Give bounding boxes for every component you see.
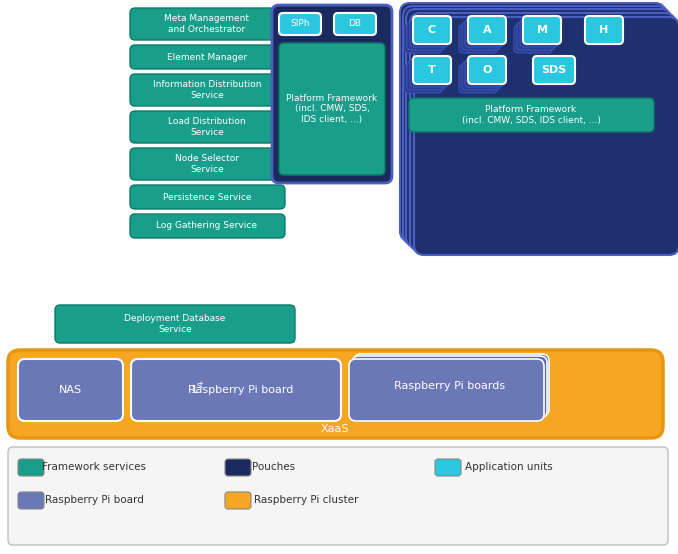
Text: Pouches: Pouches	[252, 462, 295, 472]
FancyBboxPatch shape	[130, 148, 285, 180]
Text: Raspberry Pi board: Raspberry Pi board	[45, 495, 144, 505]
FancyBboxPatch shape	[130, 45, 285, 69]
FancyBboxPatch shape	[55, 305, 295, 343]
FancyBboxPatch shape	[459, 65, 497, 93]
FancyBboxPatch shape	[130, 185, 285, 209]
Text: SIPh: SIPh	[290, 19, 310, 28]
Text: Deployment Database
Service: Deployment Database Service	[124, 314, 226, 334]
Text: Load Distribution
Service: Load Distribution Service	[168, 117, 246, 137]
FancyBboxPatch shape	[520, 19, 558, 47]
FancyBboxPatch shape	[8, 350, 663, 438]
FancyBboxPatch shape	[400, 3, 665, 241]
Text: DB: DB	[348, 19, 361, 28]
Text: Raspberry Pi cluster: Raspberry Pi cluster	[254, 495, 358, 505]
FancyBboxPatch shape	[130, 111, 285, 143]
FancyBboxPatch shape	[407, 62, 445, 90]
Text: Framework services: Framework services	[42, 462, 146, 472]
FancyBboxPatch shape	[403, 6, 668, 244]
Text: SDS: SDS	[541, 65, 567, 75]
FancyBboxPatch shape	[130, 214, 285, 238]
FancyBboxPatch shape	[459, 25, 497, 53]
FancyBboxPatch shape	[130, 8, 285, 40]
Text: H: H	[599, 25, 609, 35]
FancyBboxPatch shape	[533, 56, 575, 84]
Text: st: st	[197, 382, 203, 391]
FancyBboxPatch shape	[468, 56, 506, 84]
FancyBboxPatch shape	[406, 9, 671, 247]
Text: O: O	[482, 65, 492, 75]
Text: Platform Framework
(incl. CMW, SDS, IDS client, ...): Platform Framework (incl. CMW, SDS, IDS …	[462, 105, 601, 125]
Text: Persistence Service: Persistence Service	[163, 192, 252, 202]
FancyBboxPatch shape	[334, 13, 376, 35]
FancyBboxPatch shape	[225, 492, 251, 509]
Text: T: T	[428, 65, 436, 75]
Text: Raspberry Pi board: Raspberry Pi board	[188, 385, 294, 395]
FancyBboxPatch shape	[352, 356, 547, 418]
FancyBboxPatch shape	[410, 59, 448, 87]
Text: A: A	[483, 25, 492, 35]
Text: M: M	[536, 25, 548, 35]
FancyBboxPatch shape	[131, 359, 341, 421]
FancyBboxPatch shape	[413, 56, 451, 84]
FancyBboxPatch shape	[468, 16, 506, 44]
FancyBboxPatch shape	[465, 59, 503, 87]
FancyBboxPatch shape	[514, 25, 552, 53]
FancyBboxPatch shape	[18, 459, 44, 476]
FancyBboxPatch shape	[279, 13, 321, 35]
FancyBboxPatch shape	[410, 13, 675, 251]
FancyBboxPatch shape	[409, 98, 654, 132]
FancyBboxPatch shape	[354, 354, 549, 416]
Text: Platform Framework
(incl. CMW, SDS,
IDS client, ...): Platform Framework (incl. CMW, SDS, IDS …	[286, 94, 378, 124]
FancyBboxPatch shape	[410, 19, 448, 47]
FancyBboxPatch shape	[585, 16, 623, 44]
FancyBboxPatch shape	[272, 5, 392, 183]
Text: Element Manager: Element Manager	[167, 53, 247, 61]
FancyBboxPatch shape	[435, 459, 461, 476]
Text: Log Gathering Service: Log Gathering Service	[157, 222, 258, 230]
Text: 1: 1	[191, 385, 197, 395]
FancyBboxPatch shape	[462, 62, 500, 90]
FancyBboxPatch shape	[414, 17, 678, 255]
FancyBboxPatch shape	[404, 25, 442, 53]
FancyBboxPatch shape	[8, 447, 668, 545]
FancyBboxPatch shape	[523, 16, 561, 44]
Text: Raspberry Pi boards: Raspberry Pi boards	[395, 381, 506, 391]
FancyBboxPatch shape	[18, 359, 123, 421]
FancyBboxPatch shape	[404, 65, 442, 93]
Text: C: C	[428, 25, 436, 35]
FancyBboxPatch shape	[407, 22, 445, 50]
FancyBboxPatch shape	[357, 351, 552, 413]
FancyBboxPatch shape	[465, 19, 503, 47]
FancyBboxPatch shape	[279, 43, 385, 175]
Text: Node Selector
Service: Node Selector Service	[175, 155, 239, 174]
FancyBboxPatch shape	[349, 359, 544, 421]
Text: Information Distribution
Service: Information Distribution Service	[153, 80, 261, 100]
FancyBboxPatch shape	[225, 459, 251, 476]
FancyBboxPatch shape	[18, 492, 44, 509]
FancyBboxPatch shape	[413, 16, 451, 44]
FancyBboxPatch shape	[462, 22, 500, 50]
Text: Meta Management
and Orchestrator: Meta Management and Orchestrator	[165, 14, 250, 34]
Text: NAS: NAS	[58, 385, 81, 395]
FancyBboxPatch shape	[517, 22, 555, 50]
Text: Application units: Application units	[464, 462, 553, 472]
FancyBboxPatch shape	[130, 74, 285, 106]
Text: XaaS: XaaS	[321, 424, 349, 434]
